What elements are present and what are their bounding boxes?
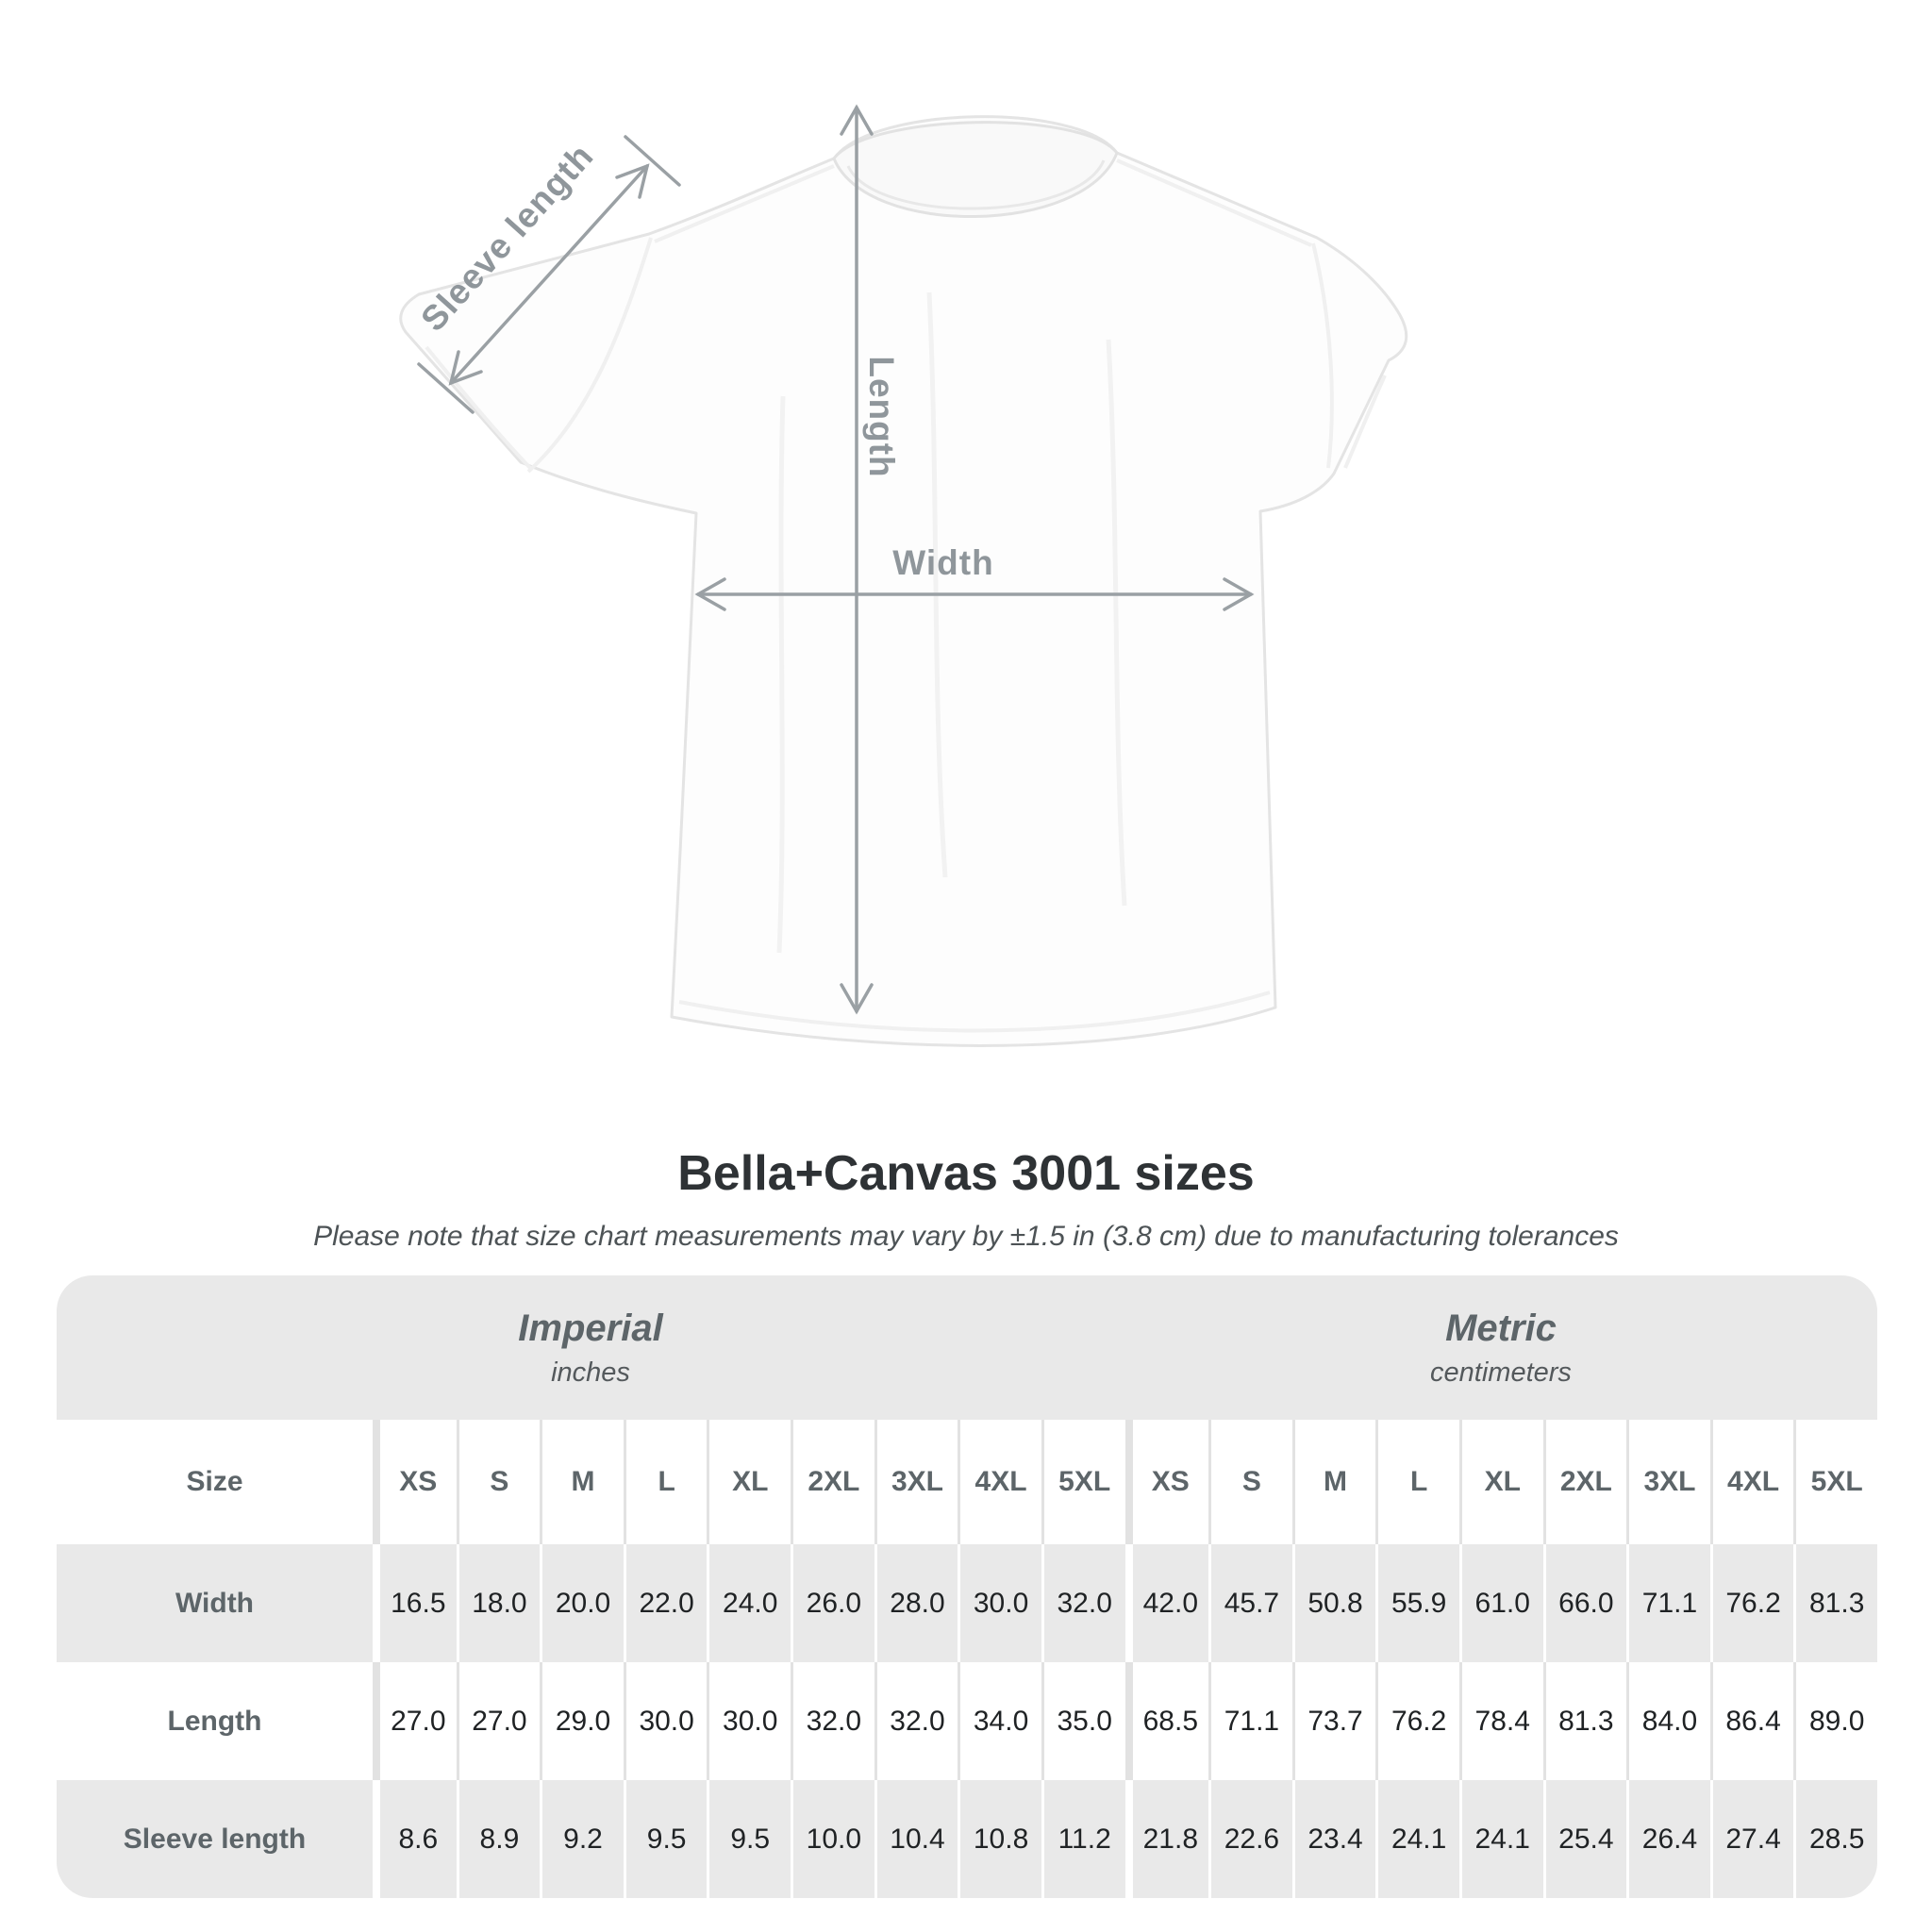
cell-sleeve_length-metric-m: 23.4	[1291, 1780, 1376, 1898]
tolerance-note: Please note that size chart measurements…	[313, 1221, 1619, 1252]
cell-width-imperial-xs: 16.5	[373, 1544, 457, 1662]
metric-group-header: Metric centimeters	[1124, 1275, 1877, 1420]
cell-length-imperial-l: 30.0	[623, 1662, 708, 1780]
cell-length-metric-m: 73.7	[1291, 1662, 1376, 1780]
metric-size-header-5xl: 5XL	[1793, 1420, 1877, 1544]
cell-width-metric-xl: 61.0	[1458, 1544, 1543, 1662]
cell-width-metric-s: 45.7	[1208, 1544, 1292, 1662]
size-row-header: Size	[57, 1420, 373, 1544]
imperial-group-unit: inches	[551, 1357, 630, 1388]
length-arrow	[840, 104, 874, 1015]
metric-group-title: Metric	[1445, 1307, 1557, 1349]
cell-sleeve_length-imperial-s: 8.9	[456, 1780, 541, 1898]
width-dimension-label: Width	[892, 543, 994, 582]
cell-length-metric-2xl: 81.3	[1542, 1662, 1627, 1780]
cell-sleeve_length-metric-l: 24.1	[1375, 1780, 1459, 1898]
metric-size-header-m: M	[1291, 1420, 1376, 1544]
cell-length-metric-3xl: 84.0	[1626, 1662, 1710, 1780]
cell-sleeve_length-imperial-m: 9.2	[540, 1780, 624, 1898]
cell-sleeve_length-imperial-4xl: 10.8	[958, 1780, 1041, 1898]
row-label-width: Width	[175, 1587, 255, 1619]
cell-width-metric-4xl: 76.2	[1709, 1544, 1794, 1662]
cell-sleeve_length-metric-4xl: 27.4	[1709, 1780, 1794, 1898]
cell-length-metric-5xl: 89.0	[1793, 1662, 1877, 1780]
metric-size-header-xs: XS	[1124, 1420, 1209, 1544]
metric-size-header-3xl: 3XL	[1626, 1420, 1710, 1544]
tshirt-collar-opening	[832, 121, 1119, 218]
imperial-size-header-l: L	[623, 1420, 708, 1544]
cell-width-imperial-l: 22.0	[623, 1544, 708, 1662]
cell-length-imperial-xs: 27.0	[373, 1662, 457, 1780]
metric-size-header-s: S	[1208, 1420, 1292, 1544]
cell-length-metric-xs: 68.5	[1124, 1662, 1209, 1780]
cell-width-metric-xs: 42.0	[1124, 1544, 1209, 1662]
imperial-size-header-m: M	[540, 1420, 624, 1544]
cell-sleeve_length-metric-xs: 21.8	[1124, 1780, 1209, 1898]
size-table-grid: Size XS S M L XL 2XL 3XL 4XL 5XL XS S M L XL 2XL 3XL 4XL 5…	[57, 1420, 1877, 1898]
cell-sleeve_length-imperial-xs: 8.6	[373, 1780, 457, 1898]
cell-length-imperial-m: 29.0	[540, 1662, 624, 1780]
imperial-size-header-xs: XS	[373, 1420, 457, 1544]
cell-sleeve_length-imperial-xl: 9.5	[707, 1780, 791, 1898]
imperial-size-header-3xl: 3XL	[874, 1420, 958, 1544]
cell-width-imperial-s: 18.0	[456, 1544, 541, 1662]
cell-sleeve_length-metric-5xl: 28.5	[1793, 1780, 1877, 1898]
cell-width-imperial-xl: 24.0	[707, 1544, 791, 1662]
width-arrow	[694, 577, 1255, 611]
cell-length-imperial-3xl: 32.0	[874, 1662, 958, 1780]
dimension-arrows	[417, 104, 1255, 1015]
cell-sleeve_length-metric-xl: 24.1	[1458, 1780, 1543, 1898]
imperial-size-header-2xl: 2XL	[791, 1420, 874, 1544]
imperial-group-title: Imperial	[518, 1307, 663, 1349]
cell-width-imperial-2xl: 26.0	[791, 1544, 874, 1662]
tshirt-wrinkles	[776, 291, 1127, 954]
sleeve-length-arrow	[417, 135, 681, 414]
imperial-size-header-s: S	[456, 1420, 541, 1544]
cell-width-imperial-3xl: 28.0	[874, 1544, 958, 1662]
cell-length-metric-s: 71.1	[1208, 1662, 1292, 1780]
cell-width-imperial-m: 20.0	[540, 1544, 624, 1662]
tshirt-seams	[425, 158, 1387, 1033]
cell-width-imperial-4xl: 30.0	[958, 1544, 1041, 1662]
length-dimension-label: Length	[862, 356, 901, 478]
cell-sleeve_length-imperial-l: 9.5	[623, 1780, 708, 1898]
page-title: Bella+Canvas 3001 sizes	[677, 1146, 1255, 1201]
row-label-length: Length	[57, 1662, 373, 1780]
imperial-group-header: Imperial inches	[57, 1275, 1124, 1420]
tshirt-collar-rib	[846, 159, 1106, 210]
imperial-size-header-4xl: 4XL	[958, 1420, 1041, 1544]
cell-width-metric-m: 50.8	[1291, 1544, 1376, 1662]
cell-length-imperial-s: 27.0	[456, 1662, 541, 1780]
imperial-size-header-xl: XL	[707, 1420, 791, 1544]
cell-sleeve_length-imperial-3xl: 10.4	[874, 1780, 958, 1898]
cell-length-metric-4xl: 86.4	[1709, 1662, 1794, 1780]
cell-length-imperial-2xl: 32.0	[791, 1662, 874, 1780]
cell-width-metric-l: 55.9	[1375, 1544, 1459, 1662]
cell-width-imperial-5xl: 32.0	[1041, 1544, 1125, 1662]
metric-size-header-xl: XL	[1458, 1420, 1543, 1544]
metric-size-header-2xl: 2XL	[1542, 1420, 1627, 1544]
size-table: Imperial inches Metric centimeters Size X…	[57, 1275, 1877, 1898]
cell-length-imperial-5xl: 35.0	[1041, 1662, 1125, 1780]
cell-sleeve_length-metric-2xl: 25.4	[1542, 1780, 1627, 1898]
metric-size-header-4xl: 4XL	[1709, 1420, 1794, 1544]
row-label-sleeve_length: Sleeve length	[123, 1823, 307, 1855]
cell-sleeve_length-metric-s: 22.6	[1208, 1780, 1292, 1898]
cell-sleeve_length-imperial-5xl: 11.2	[1041, 1780, 1125, 1898]
cell-length-imperial-4xl: 34.0	[958, 1662, 1041, 1780]
tshirt-photo	[399, 115, 1408, 1047]
imperial-size-header-5xl: 5XL	[1041, 1420, 1125, 1544]
cell-length-metric-l: 76.2	[1375, 1662, 1459, 1780]
cell-width-metric-2xl: 66.0	[1542, 1544, 1627, 1662]
metric-size-header-l: L	[1375, 1420, 1459, 1544]
cell-width-metric-5xl: 81.3	[1793, 1544, 1877, 1662]
cell-length-imperial-xl: 30.0	[707, 1662, 791, 1780]
cell-sleeve_length-imperial-2xl: 10.0	[791, 1780, 874, 1898]
cell-width-metric-3xl: 71.1	[1626, 1544, 1710, 1662]
cell-sleeve_length-metric-3xl: 26.4	[1626, 1780, 1710, 1898]
cell-length-metric-xl: 78.4	[1458, 1662, 1543, 1780]
metric-group-unit: centimeters	[1430, 1357, 1572, 1388]
